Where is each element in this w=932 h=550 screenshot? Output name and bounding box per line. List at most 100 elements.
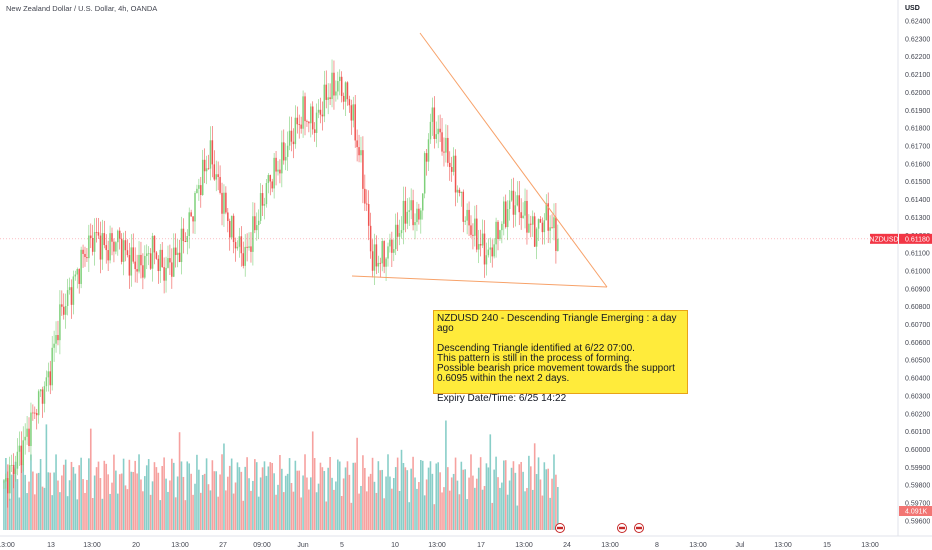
candle-body: [68, 287, 71, 291]
volume-bar: [474, 487, 476, 530]
volume-bar: [76, 499, 79, 530]
x-tick-label: 20: [132, 542, 140, 549]
volume-bar: [306, 477, 308, 530]
volume-bar: [329, 456, 331, 530]
volume-bar: [45, 424, 48, 530]
volume-bar: [454, 457, 457, 530]
volume-bar: [242, 500, 245, 530]
candle-body: [535, 228, 538, 247]
volume-bar: [134, 460, 136, 530]
candle-body: [142, 265, 144, 278]
candle-body: [504, 201, 507, 228]
candle-body: [281, 142, 283, 174]
candle-body: [557, 238, 559, 251]
candle-body: [182, 228, 185, 242]
volume-bar: [47, 472, 50, 530]
volume-bar: [89, 428, 92, 530]
candle-body: [165, 267, 167, 281]
volume-bar: [503, 460, 505, 530]
candle-body: [161, 249, 163, 268]
volume-bar: [267, 466, 270, 530]
volume-bar: [136, 473, 138, 530]
volume-bar: [381, 469, 384, 530]
volume-bar: [528, 455, 530, 530]
volume-bar: [296, 470, 299, 530]
volume-bar: [323, 471, 326, 530]
volume-bar: [510, 467, 513, 530]
candle-body: [366, 203, 368, 205]
volume-bar: [352, 462, 355, 530]
candle-body: [385, 258, 387, 267]
candle-body: [441, 132, 443, 152]
volume-bar: [470, 454, 472, 530]
volume-bar: [338, 461, 341, 530]
candle-body: [526, 200, 528, 233]
volume-bar: [282, 492, 285, 530]
volume-bar: [450, 477, 453, 530]
candle-body: [487, 249, 490, 256]
volume-bar: [325, 501, 328, 530]
candle-body: [8, 465, 11, 494]
candle-body: [339, 76, 341, 82]
candle-body: [242, 253, 244, 266]
y-tick-label: 0.61900: [905, 108, 930, 115]
candle-body: [18, 445, 21, 452]
candle-body: [458, 189, 461, 193]
candle-body: [466, 209, 468, 221]
candle-body: [450, 166, 453, 172]
volume-bar: [18, 497, 21, 530]
candle-body: [447, 137, 449, 163]
volume-bar: [91, 498, 94, 530]
volume-bar: [59, 492, 61, 530]
candle-body: [522, 215, 524, 219]
candle-body: [219, 177, 221, 193]
volume-bar: [132, 471, 135, 530]
candle-body: [337, 81, 339, 92]
volume-bar: [389, 476, 391, 530]
volume-bar: [244, 466, 246, 530]
volume-bar: [392, 478, 395, 530]
candle-body: [186, 235, 189, 243]
volume-bar: [551, 478, 553, 530]
candle-body: [472, 234, 474, 236]
volume-bar: [10, 474, 13, 530]
volume-bar: [362, 455, 364, 530]
candle-body: [356, 140, 358, 148]
volume-bar: [302, 475, 304, 530]
y-tick-label: 0.61700: [905, 143, 930, 150]
candle-body: [283, 142, 285, 161]
candle-body: [479, 244, 482, 246]
candle-body: [232, 215, 235, 243]
volume-bar: [501, 482, 503, 530]
candle-body: [470, 225, 472, 235]
candle-body: [28, 428, 30, 447]
event-flag-stripe: [636, 526, 642, 530]
volume-bar: [475, 478, 478, 530]
volume-bar: [412, 456, 414, 530]
volume-bar: [159, 500, 162, 530]
candle-body: [151, 235, 154, 269]
volume-bar: [78, 465, 80, 530]
y-tick-label: 0.60900: [905, 286, 930, 293]
candle-body: [427, 139, 430, 162]
volume-bar: [176, 476, 179, 530]
volume-bar: [290, 482, 293, 530]
volume-bar: [88, 458, 90, 530]
volume-bar: [485, 463, 488, 530]
candle-body: [483, 233, 486, 265]
x-tick-label: 15: [823, 542, 831, 549]
volume-bar: [55, 454, 57, 530]
volume-bar: [261, 467, 264, 530]
volume-bar: [184, 500, 187, 530]
candle-body: [541, 222, 544, 233]
candle-body: [64, 306, 67, 315]
volume-bar: [344, 467, 347, 530]
volume-bar: [230, 458, 233, 530]
candle-body: [350, 105, 353, 121]
volume-bar: [180, 461, 183, 530]
candle-body: [402, 200, 405, 231]
volume-bar: [369, 473, 372, 530]
y-tick-label: 0.59800: [905, 483, 930, 490]
candle-body: [321, 114, 324, 117]
